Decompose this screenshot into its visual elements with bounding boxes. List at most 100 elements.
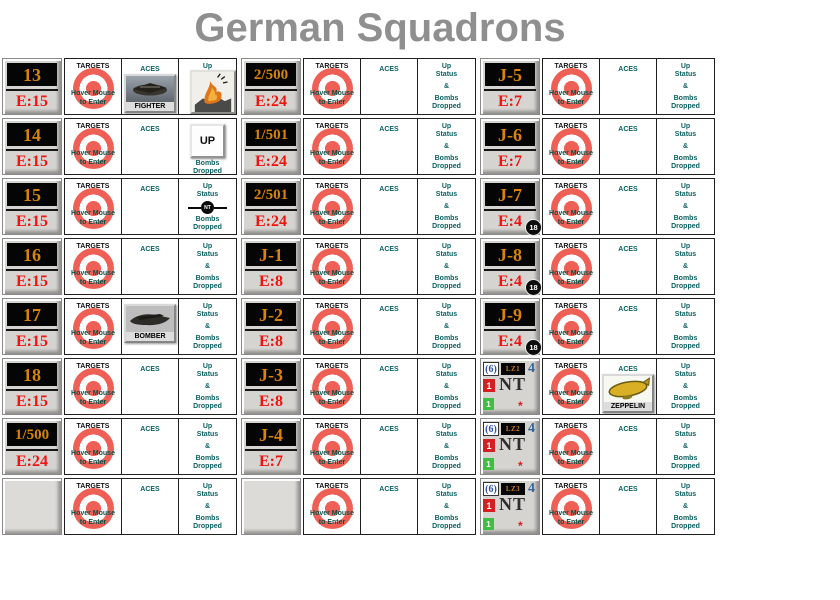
up-button[interactable]: UP bbox=[190, 124, 225, 158]
up-status-cell[interactable]: UP Bombs Dropped bbox=[179, 119, 236, 174]
aces-cell[interactable]: ACES bbox=[361, 179, 418, 234]
divider-line bbox=[245, 269, 297, 271]
targets-cell[interactable]: TARGETS Hover Mouse to Enter bbox=[304, 119, 361, 174]
aces-cell[interactable]: ACES bbox=[600, 239, 657, 294]
aces-cell[interactable]: ACES bbox=[122, 419, 179, 474]
target-icon bbox=[551, 188, 592, 229]
squadron-strength: E:24 bbox=[255, 213, 287, 230]
targets-cell[interactable]: TARGETS Hover Mouse to Enter bbox=[65, 299, 122, 354]
aces-cell[interactable]: ACES bbox=[361, 419, 418, 474]
aces-cell[interactable]: ACES bbox=[600, 479, 657, 534]
up-status-text: Bombs bbox=[673, 275, 698, 282]
aces-cell[interactable]: ACES FIGHTER bbox=[122, 59, 179, 114]
up-status-text: Status bbox=[674, 131, 697, 138]
aces-cell[interactable]: ACES bbox=[122, 119, 179, 174]
targets-cell[interactable]: TARGETS Hover Mouse to Enter bbox=[543, 479, 600, 534]
aces-cell[interactable]: ACES bbox=[600, 419, 657, 474]
targets-cell[interactable]: TARGETS Hover Mouse to Enter bbox=[304, 179, 361, 234]
aces-cell[interactable]: ACES bbox=[122, 179, 179, 234]
squadron-number: 17 bbox=[23, 304, 41, 325]
targets-cell[interactable]: TARGETS Hover Mouse to Enter bbox=[543, 59, 600, 114]
targets-cell[interactable]: TARGETS Hover Mouse to Enter bbox=[65, 119, 122, 174]
targets-cell[interactable]: TARGETS Hover Mouse to Enter bbox=[543, 419, 600, 474]
targets-cell[interactable]: TARGETS Hover Mouse to Enter bbox=[543, 359, 600, 414]
aces-cell[interactable]: ACES bbox=[361, 59, 418, 114]
aces-cell[interactable]: ACES bbox=[122, 239, 179, 294]
targets-cell[interactable]: TARGETS Hover Mouse to Enter bbox=[65, 479, 122, 534]
aces-cell[interactable]: ACES bbox=[600, 179, 657, 234]
zeppelin-image-button[interactable]: ZEPPELIN bbox=[602, 374, 654, 413]
hover-hint-line2: to Enter bbox=[79, 158, 107, 166]
target-icon bbox=[73, 428, 114, 469]
aces-cell[interactable]: ACES bbox=[122, 359, 179, 414]
row-cells: TARGETS Hover Mouse to Enter ACES Up Status & B… bbox=[64, 418, 237, 475]
targets-cell[interactable]: TARGETS Hover Mouse to Enter bbox=[65, 59, 122, 114]
targets-cell[interactable]: TARGETS Hover Mouse to Enter bbox=[304, 239, 361, 294]
aces-cell[interactable]: ACES bbox=[600, 119, 657, 174]
aces-cell[interactable]: ACES bbox=[122, 479, 179, 534]
aces-cell[interactable]: ACES bbox=[600, 59, 657, 114]
aces-cell[interactable]: ACES bbox=[361, 479, 418, 534]
up-status-text: & bbox=[204, 383, 211, 390]
bomber-image-button[interactable]: BOMBER bbox=[124, 304, 176, 343]
hover-hint-line1: Hover Mouse bbox=[549, 90, 593, 97]
targets-cell[interactable]: TARGETS Hover Mouse to Enter bbox=[543, 299, 600, 354]
aces-cell[interactable]: ACES bbox=[361, 299, 418, 354]
targets-cell[interactable]: TARGETS Hover Mouse to Enter bbox=[304, 59, 361, 114]
targets-cell[interactable]: TARGETS Hover Mouse to Enter bbox=[65, 179, 122, 234]
targets-cell[interactable]: TARGETS Hover Mouse to Enter bbox=[65, 419, 122, 474]
squadron-number-display: J-9 bbox=[485, 303, 535, 326]
targets-cell[interactable]: TARGETS Hover Mouse to Enter bbox=[304, 419, 361, 474]
squadron-group-right: J-5 E:7 TARGETS Hover Mouse to Enter ACES Up St… bbox=[480, 58, 715, 115]
targets-cell[interactable]: TARGETS Hover Mouse to Enter bbox=[543, 119, 600, 174]
hover-hint-line2: to Enter bbox=[557, 458, 585, 466]
squadron-number-display: 1/501 bbox=[246, 123, 296, 146]
aces-cell[interactable]: ACES bbox=[600, 299, 657, 354]
aces-cell[interactable]: ACESBOMBER bbox=[122, 299, 179, 354]
hover-hint-line2: to Enter bbox=[318, 98, 346, 106]
fighter-image-button[interactable]: FIGHTER bbox=[124, 74, 176, 113]
hover-hint-line1: Hover Mouse bbox=[549, 450, 593, 457]
targets-cell[interactable]: TARGETS Hover Mouse to Enter bbox=[543, 239, 600, 294]
targets-cell[interactable]: TARGETS Hover Mouse to Enter bbox=[65, 359, 122, 414]
grid-row: 16 E:15 TARGETS Hover Mouse to Enter ACES Up St… bbox=[2, 238, 840, 296]
up-status-text: Dropped bbox=[432, 283, 461, 290]
targets-cell[interactable]: TARGETS Hover Mouse to Enter bbox=[65, 239, 122, 294]
airship-green-counter: 1 bbox=[483, 398, 494, 410]
aces-cell[interactable]: ACES bbox=[361, 359, 418, 414]
up-status-cell[interactable]: Up Status NT Bombs Dropped bbox=[179, 179, 236, 234]
aces-cell[interactable]: ACES bbox=[361, 119, 418, 174]
aces-cell[interactable]: ACES bbox=[361, 239, 418, 294]
targets-cell[interactable]: TARGETS Hover Mouse to Enter bbox=[543, 179, 600, 234]
bomber-icon bbox=[126, 306, 174, 332]
targets-cell[interactable]: TARGETS Hover Mouse to Enter bbox=[304, 299, 361, 354]
targets-cell[interactable]: TARGETS Hover Mouse to Enter bbox=[304, 359, 361, 414]
aces-cell[interactable]: ACES ZEPPELIN bbox=[600, 359, 657, 414]
squadron-tile: 18 E:15 bbox=[2, 358, 62, 415]
strength-badge: 18 bbox=[525, 279, 542, 296]
target-icon bbox=[312, 188, 353, 229]
targets-cell[interactable]: TARGETS Hover Mouse to Enter bbox=[304, 479, 361, 534]
